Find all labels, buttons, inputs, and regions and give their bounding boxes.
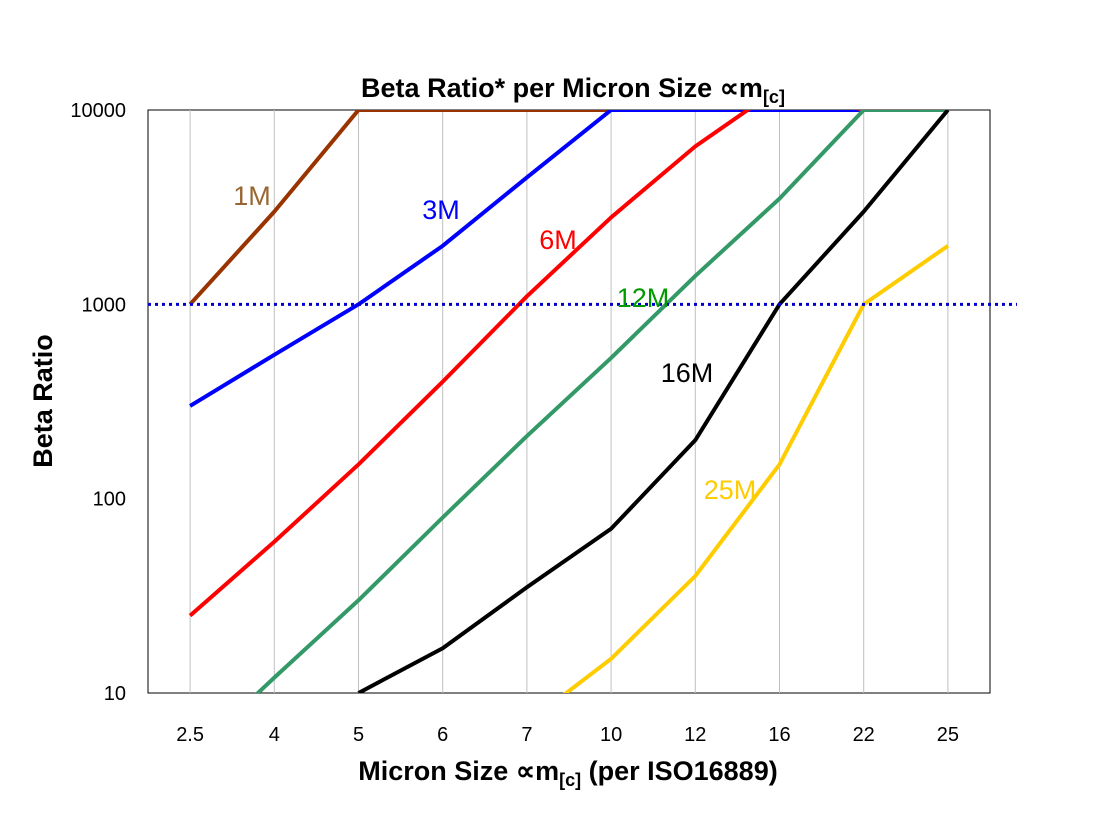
x-tick-label: 5	[353, 724, 364, 746]
series-line-3M	[189, 110, 948, 408]
y-tick-label: 100	[93, 489, 126, 511]
series-line-12M	[255, 110, 948, 693]
y-axis-label: Beta Ratio	[28, 334, 58, 468]
y-tick-label: 10	[104, 683, 126, 705]
series-line-25M	[563, 244, 950, 693]
plot-area	[147, 109, 991, 694]
x-tick-label: 10	[600, 724, 622, 746]
chart-title: Beta Ratio* per Micron Size ∝m[c]	[361, 73, 785, 107]
x-tick-label: 7	[521, 724, 532, 746]
series-label-12M: 12M	[617, 283, 670, 313]
series-line-1M	[188, 110, 948, 306]
y-tick-label: 10000	[70, 100, 126, 122]
x-tick-label: 25	[937, 724, 959, 746]
y-tick-label: 1000	[82, 294, 127, 316]
series-line-16M	[357, 110, 950, 693]
x-tick-label: 2.5	[176, 724, 204, 746]
series-line-6M	[188, 110, 948, 618]
series-label-3M: 3M	[422, 195, 460, 225]
x-tick-label: 6	[437, 724, 448, 746]
x-tick-label: 4	[269, 724, 280, 746]
x-tick-label: 16	[768, 724, 790, 746]
series-label-25M: 25M	[704, 475, 757, 505]
x-axis-label: Micron Size ∝m[c] (per ISO16889)	[358, 756, 777, 790]
series-label-6M: 6M	[539, 225, 577, 255]
series-label-16M: 16M	[661, 358, 714, 388]
x-tick-label: 22	[853, 724, 875, 746]
series-label-1M: 1M	[233, 181, 271, 211]
x-tick-label: 12	[684, 724, 706, 746]
